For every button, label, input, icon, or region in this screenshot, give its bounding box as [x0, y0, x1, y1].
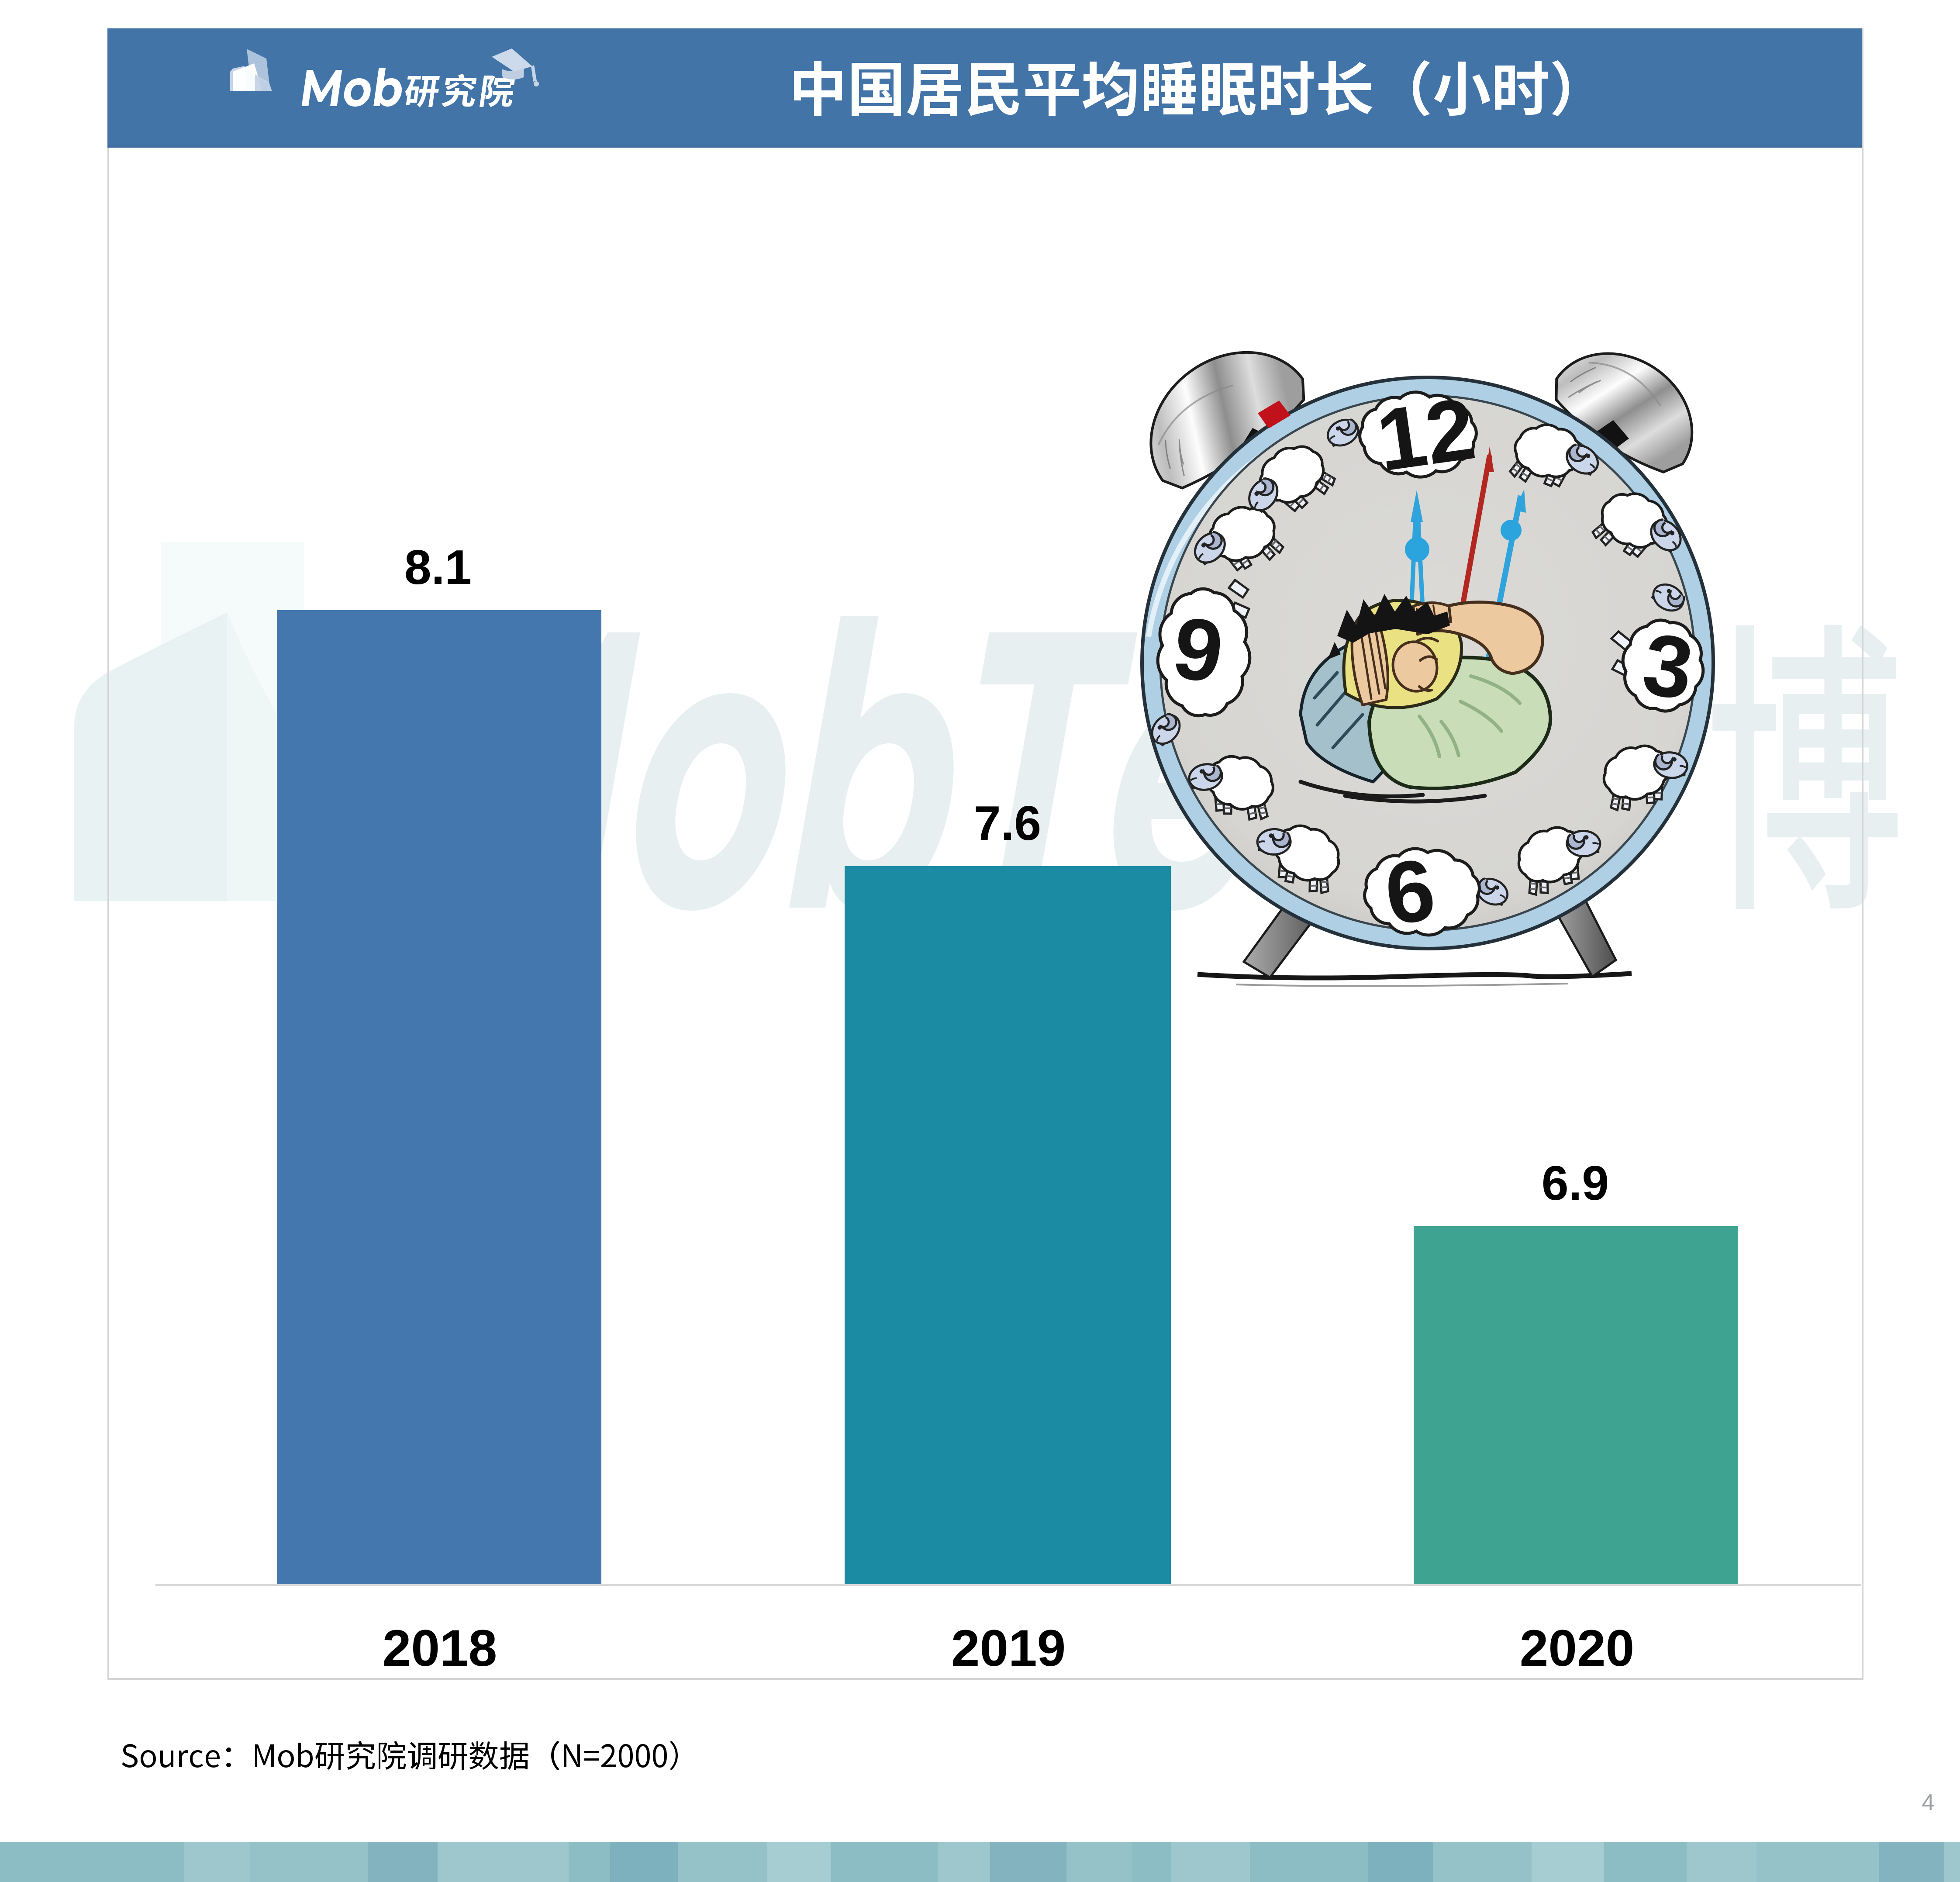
svg-text:12: 12: [1371, 380, 1481, 490]
